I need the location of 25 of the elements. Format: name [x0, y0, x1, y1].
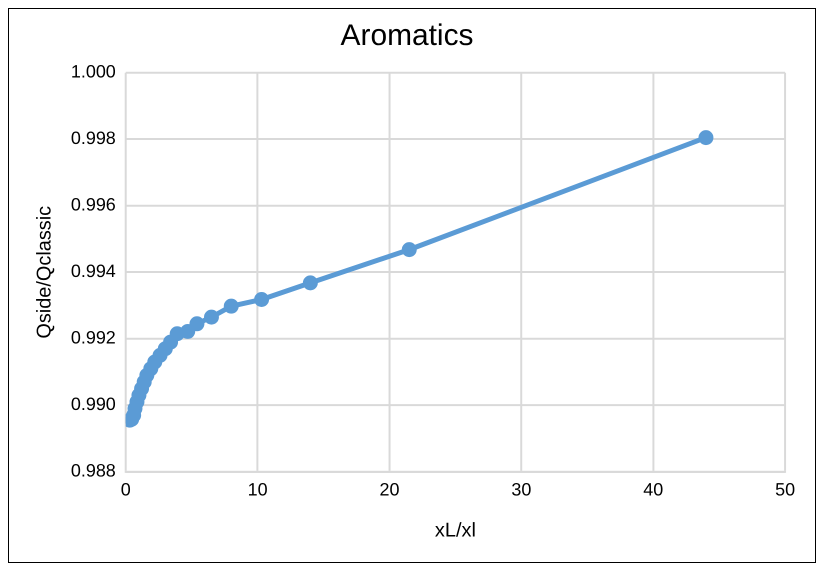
y-tick-label: 0.992 [70, 328, 116, 348]
y-tick-label: 0.998 [70, 128, 116, 148]
y-tick-label: 0.990 [70, 394, 116, 414]
x-tick-label: 20 [380, 479, 400, 500]
y-tick-label: 1.000 [70, 62, 116, 82]
point [402, 242, 417, 258]
point [254, 292, 270, 307]
point [170, 326, 185, 342]
point [189, 316, 204, 332]
x-axis-title: xL/xl [434, 520, 476, 542]
point [302, 275, 318, 290]
x-tick-label: 50 [775, 479, 796, 500]
point [180, 324, 196, 339]
x-tick-label: 40 [643, 479, 664, 500]
y-tick-label: 0.988 [70, 460, 116, 481]
y-tick-label: 0.996 [70, 194, 116, 215]
x-tick-label: 10 [248, 479, 268, 500]
point [204, 310, 219, 325]
y-axis-title: Qside/Qclassic [33, 206, 56, 339]
y-tick-label: 0.994 [70, 261, 116, 282]
x-tick-label: 0 [120, 479, 131, 500]
point [224, 298, 239, 314]
x-tick-label: 30 [511, 479, 532, 500]
point [698, 130, 714, 146]
chart-title: Aromatics [340, 19, 474, 52]
